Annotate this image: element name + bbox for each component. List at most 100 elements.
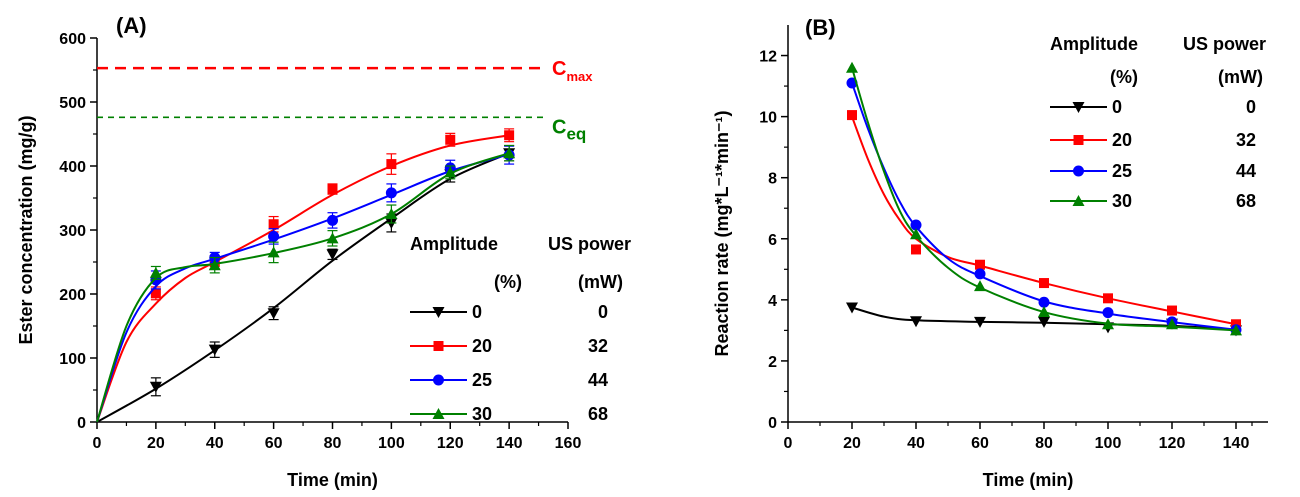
legend-power-value: 0 — [1246, 97, 1256, 117]
data-point — [327, 184, 338, 195]
panel-label: (A) — [116, 13, 147, 38]
data-point — [327, 214, 338, 226]
series-25 — [846, 77, 1242, 336]
reference-line-label: Ceq — [552, 116, 586, 143]
y-tick-label: 500 — [59, 95, 86, 112]
panel-label: (B) — [805, 15, 836, 40]
legend-marker — [1072, 195, 1085, 206]
reference-line-label: Cmax — [552, 58, 593, 84]
y-axis-label: Ester concentration (mg/g) — [16, 115, 36, 344]
data-point — [910, 316, 922, 328]
data-point — [149, 381, 162, 393]
legend-amplitude-value: 25 — [472, 370, 492, 390]
data-point — [268, 230, 280, 242]
y-axis-label: Reaction rate (mg*L⁻¹*min⁻¹) — [712, 110, 732, 356]
x-axis-label: Time (min) — [983, 470, 1074, 490]
legend-power-value: 0 — [598, 302, 608, 322]
x-tick-label: 80 — [1035, 435, 1053, 452]
legend-amplitude-header: Amplitude — [410, 234, 498, 254]
y-tick-label: 0 — [77, 415, 86, 432]
x-tick-label: 20 — [147, 435, 165, 452]
chart-panel-a: 0 20 40 60 80 100 120 140 1600100200300400500600… — [16, 13, 631, 490]
y-tick-label: 10 — [759, 110, 777, 127]
x-tick-label: 20 — [843, 435, 861, 452]
series-20 — [96, 128, 515, 423]
y-tick-label: 8 — [768, 171, 777, 188]
legend-amplitude-value: 30 — [472, 404, 492, 424]
data-point — [974, 268, 986, 280]
data-point — [149, 266, 162, 278]
series-30 — [846, 61, 1242, 336]
x-tick-label: 100 — [1095, 435, 1122, 452]
x-tick-label: 160 — [555, 435, 582, 452]
series-30 — [96, 144, 516, 423]
x-tick-label: 0 — [93, 435, 102, 452]
reference-label-main: C — [552, 58, 566, 80]
data-point — [208, 259, 221, 271]
data-point — [150, 288, 161, 299]
data-point — [847, 110, 857, 121]
data-point — [974, 316, 986, 328]
x-tick-label: 80 — [324, 435, 342, 452]
data-point — [504, 130, 515, 141]
data-point — [386, 159, 397, 170]
legend-power-header: US power — [1183, 34, 1266, 54]
series-fit-line — [96, 152, 510, 423]
x-tick-label: 140 — [1223, 435, 1250, 452]
data-point — [846, 61, 858, 73]
legend-power-value: 44 — [588, 370, 608, 390]
y-tick-label: 0 — [768, 415, 777, 432]
x-tick-label: 40 — [206, 435, 224, 452]
x-tick-label: 0 — [784, 435, 793, 452]
y-tick-label: 600 — [59, 31, 86, 48]
legend-marker — [433, 341, 444, 351]
data-point — [1166, 318, 1178, 330]
legend-marker — [1073, 135, 1084, 145]
legend-marker — [1072, 102, 1085, 113]
x-tick-label: 60 — [265, 435, 283, 452]
data-point — [326, 249, 339, 261]
data-point — [1038, 296, 1050, 308]
data-point — [1038, 316, 1050, 328]
y-tick-label: 100 — [59, 351, 86, 368]
legend-marker — [432, 408, 445, 419]
data-point — [974, 280, 986, 292]
x-tick-label: 100 — [378, 435, 405, 452]
legend-amplitude-value: 0 — [472, 302, 482, 322]
data-point — [1038, 306, 1050, 318]
reference-label-subscript: eq — [566, 124, 586, 143]
data-point — [911, 244, 921, 255]
legend-power-value: 32 — [588, 336, 608, 356]
data-point — [445, 134, 456, 145]
data-point — [1039, 278, 1049, 289]
legend-power-unit: (mW) — [1218, 67, 1263, 87]
x-tick-label: 140 — [496, 435, 523, 452]
y-tick-label: 6 — [768, 232, 777, 249]
reference-label-main: C — [552, 116, 566, 138]
legend-power-value: 68 — [588, 404, 608, 424]
legend: Amplitude (%) US power (mW) 0 0 20 32 25 44 30 68 — [1050, 34, 1266, 211]
data-point — [268, 219, 279, 230]
y-tick-label: 4 — [768, 293, 777, 310]
x-tick-label: 40 — [907, 435, 925, 452]
data-point — [326, 232, 339, 244]
legend-amplitude-value: 30 — [1112, 191, 1132, 211]
series-fit-line — [96, 152, 510, 423]
legend: Amplitude (%) US power (mW) 0 0 20 32 25 44 30 68 — [410, 234, 631, 424]
legend-power-unit: (mW) — [578, 272, 623, 292]
x-tick-label: 120 — [1159, 435, 1186, 452]
legend-power-value: 32 — [1236, 130, 1256, 150]
data-point — [910, 219, 922, 231]
data-point — [975, 259, 985, 270]
data-point — [385, 187, 397, 199]
legend-amplitude-value: 0 — [1112, 97, 1122, 117]
data-point — [385, 208, 398, 219]
legend-amplitude-value: 25 — [1112, 161, 1132, 181]
data-point — [1167, 305, 1177, 316]
data-point — [1103, 293, 1113, 304]
data-point — [444, 166, 457, 178]
legend-marker — [433, 374, 444, 386]
data-point — [1102, 307, 1114, 319]
